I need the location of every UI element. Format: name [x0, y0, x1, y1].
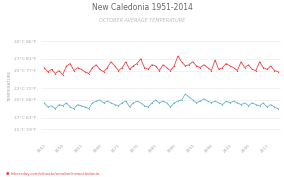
Text: ● hikersday.com/climate/october/newcaledonia: ● hikersday.com/climate/october/newcaled… — [6, 172, 99, 176]
Y-axis label: TEMPERATURE: TEMPERATURE — [8, 71, 12, 102]
Text: New Caledonia 1951-2014: New Caledonia 1951-2014 — [91, 3, 193, 12]
Text: OCTOBER AVERAGE TEMPERATURE: OCTOBER AVERAGE TEMPERATURE — [99, 18, 185, 23]
